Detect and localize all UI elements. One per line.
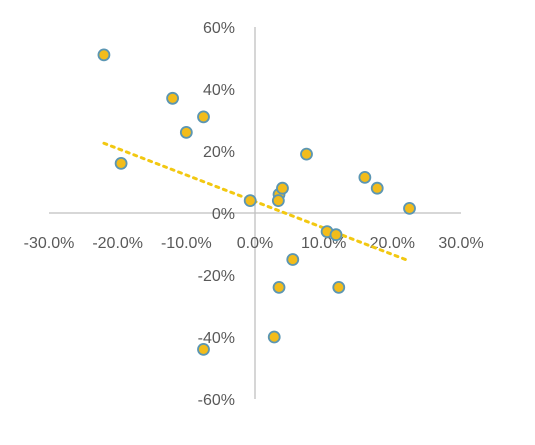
data-point xyxy=(114,156,128,170)
y-tick-label: 40% xyxy=(203,82,235,99)
data-point xyxy=(276,181,289,195)
x-tick-label: 0.0% xyxy=(237,235,273,252)
data-point xyxy=(166,91,180,105)
x-tick-label: -30.0% xyxy=(24,235,75,252)
data-point xyxy=(243,194,257,208)
data-point xyxy=(272,280,286,294)
data-point xyxy=(179,125,193,139)
x-tick-label: 20.0% xyxy=(370,235,415,252)
data-point xyxy=(332,280,346,294)
data-point xyxy=(197,110,210,124)
x-tick-label: -10.0% xyxy=(161,235,212,252)
data-point xyxy=(403,201,416,215)
y-tick-labels: 60% 40% 20% 0% -20% -40% -60% xyxy=(198,20,235,409)
y-tick-label: 20% xyxy=(203,144,235,161)
x-tick-label: -20.0% xyxy=(92,235,143,252)
data-point xyxy=(300,147,313,161)
y-tick-label: 0% xyxy=(212,206,235,223)
y-tick-label: -60% xyxy=(198,392,235,409)
axes xyxy=(49,27,461,399)
data-points xyxy=(97,48,416,356)
data-point xyxy=(286,253,300,266)
data-point xyxy=(329,228,343,242)
data-point xyxy=(197,342,210,356)
data-point xyxy=(271,194,285,208)
trendline xyxy=(102,141,411,263)
data-point xyxy=(370,181,384,195)
data-point xyxy=(97,48,111,62)
y-tick-label: -20% xyxy=(198,268,235,285)
data-point xyxy=(267,330,281,344)
x-tick-label: 30.0% xyxy=(438,235,483,252)
y-tick-label: -40% xyxy=(198,330,235,347)
data-point xyxy=(358,170,372,184)
x-tick-labels: -30.0% -20.0% -10.0% 0.0% 10.0% 20.0% 30.0% xyxy=(24,235,484,252)
y-tick-label: 60% xyxy=(203,20,235,37)
